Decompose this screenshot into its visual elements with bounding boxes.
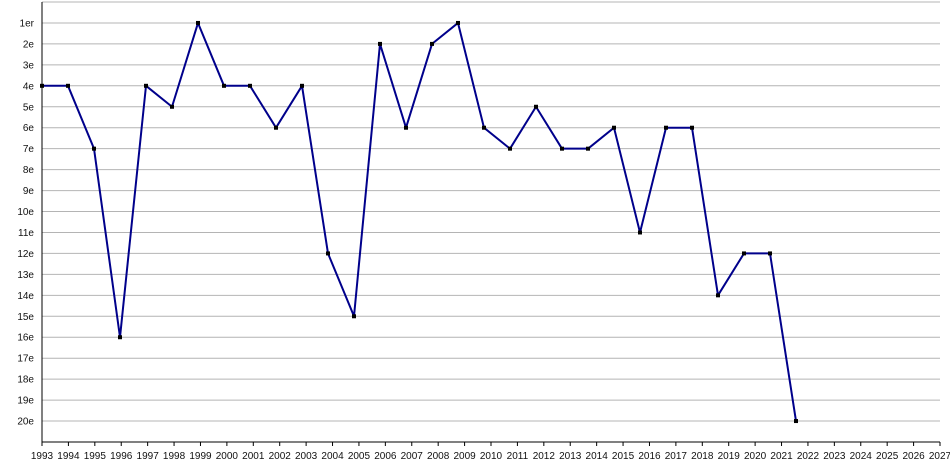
x-tick-label: 2025 (876, 451, 899, 462)
grid (42, 1, 940, 422)
y-tick-label: 14e (17, 291, 34, 302)
data-point-2008 (430, 41, 434, 46)
data-point-2022 (794, 419, 798, 424)
x-tick-label: 2011 (507, 451, 529, 462)
x-tick-label: 2001 (242, 451, 265, 462)
x-tick-label: 2023 (823, 451, 846, 462)
y-tick-label: 15e (17, 312, 34, 323)
data-point-2010 (482, 125, 486, 130)
x-tick-label: 2006 (374, 451, 397, 462)
x-tick-label: 2005 (348, 451, 371, 462)
data-point-2007 (404, 125, 408, 130)
x-axis-ticks: 1993 1994 1995 1996 1997 1998 1999 2000 2001 2002… (31, 442, 950, 462)
data-point-2005 (352, 314, 356, 319)
data-point-2021 (768, 251, 772, 256)
x-tick-label: 2021 (770, 451, 793, 462)
data-point-1993 (40, 83, 44, 88)
data-point-2004 (326, 251, 330, 256)
x-tick-label: 2013 (559, 451, 582, 462)
data-point-2016 (638, 230, 642, 235)
x-tick-label: 2004 (321, 451, 344, 462)
data-point-2011 (508, 146, 512, 151)
data-point-2006 (378, 41, 382, 46)
y-tick-label: 13e (17, 270, 34, 281)
x-tick-label: 2012 (533, 451, 556, 462)
series (40, 20, 798, 424)
x-tick-label: 1996 (110, 451, 133, 462)
data-point-2020 (742, 251, 746, 256)
data-point-2013 (560, 146, 564, 151)
x-tick-label: 2026 (902, 451, 925, 462)
x-tick-label: 2007 (401, 451, 424, 462)
y-tick-label: 2e (23, 39, 35, 50)
x-tick-label: 2027 (929, 451, 950, 462)
y-tick-label: 6e (23, 123, 35, 134)
x-tick-label: 2022 (797, 451, 820, 462)
series-line (42, 21, 797, 422)
x-tick-label: 2017 (665, 451, 688, 462)
data-point-1998 (170, 104, 174, 109)
y-axis-ticks: 1er 2e 3e 4e 5e 6e 7e 8e 9e 10e 11e 12e 13e 14e 15e 16e… (17, 18, 34, 427)
y-tick-label: 10e (17, 207, 34, 218)
x-tick-label: 2009 (453, 451, 476, 462)
data-point-2015 (612, 125, 616, 130)
data-point-2019 (716, 293, 720, 298)
y-tick-label: 16e (17, 333, 34, 344)
x-tick-label: 2003 (295, 451, 318, 462)
data-point-2001 (248, 83, 252, 88)
data-point-1994 (66, 83, 70, 88)
data-point-2017 (664, 125, 668, 130)
data-point-1997 (144, 83, 148, 88)
y-tick-label: 1er (20, 18, 35, 29)
y-tick-label: 5e (23, 102, 35, 113)
data-point-1996 (118, 335, 122, 340)
x-tick-label: 1993 (31, 451, 54, 462)
y-tick-label: 20e (17, 417, 34, 428)
x-tick-label: 1998 (163, 451, 186, 462)
y-tick-label: 12e (17, 249, 34, 260)
x-tick-label: 1994 (57, 451, 80, 462)
y-tick-label: 9e (23, 186, 35, 197)
y-tick-label: 17e (17, 354, 34, 365)
y-tick-label: 11e (18, 228, 34, 239)
x-tick-label: 1999 (189, 451, 212, 462)
data-point-2000 (222, 83, 226, 88)
data-point-2002 (274, 125, 278, 130)
y-tick-label: 4e (23, 81, 35, 92)
x-tick-label: 2015 (612, 451, 635, 462)
x-tick-label: 2010 (480, 451, 503, 462)
data-point-2003 (300, 83, 304, 88)
data-point-2009 (456, 20, 460, 25)
y-tick-label: 18e (17, 375, 34, 386)
x-tick-label: 2020 (744, 451, 767, 462)
y-tick-label: 3e (23, 60, 35, 71)
x-tick-label: 2018 (691, 451, 714, 462)
x-tick-label: 2000 (216, 451, 239, 462)
x-tick-label: 1997 (137, 451, 160, 462)
x-tick-label: 2008 (427, 451, 450, 462)
data-point-1999 (196, 20, 200, 25)
x-tick-label: 2024 (850, 451, 873, 462)
x-tick-label: 2016 (638, 451, 661, 462)
data-point-2012 (534, 104, 538, 109)
x-tick-label: 2014 (586, 451, 609, 462)
data-point-1995 (92, 146, 96, 151)
y-tick-label: 19e (17, 396, 34, 407)
x-tick-label: 2019 (718, 451, 741, 462)
y-tick-label: 7e (23, 144, 35, 155)
x-tick-label: 1995 (84, 451, 107, 462)
data-point-2014 (586, 146, 590, 151)
data-point-2018 (690, 125, 694, 130)
y-tick-label: 8e (23, 165, 35, 176)
x-tick-label: 2002 (269, 451, 292, 462)
